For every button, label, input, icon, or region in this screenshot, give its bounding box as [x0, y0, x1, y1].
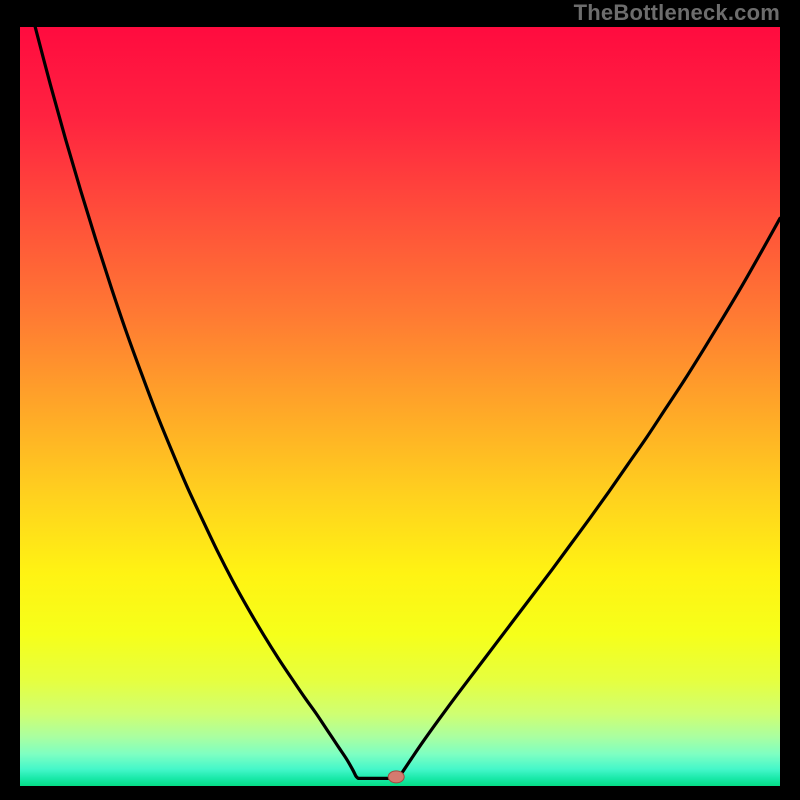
- optimal-point-marker: [388, 771, 404, 783]
- plot-area: [20, 27, 780, 786]
- figure-container: TheBottleneck.com: [0, 0, 800, 800]
- bottleneck-chart: [0, 0, 800, 800]
